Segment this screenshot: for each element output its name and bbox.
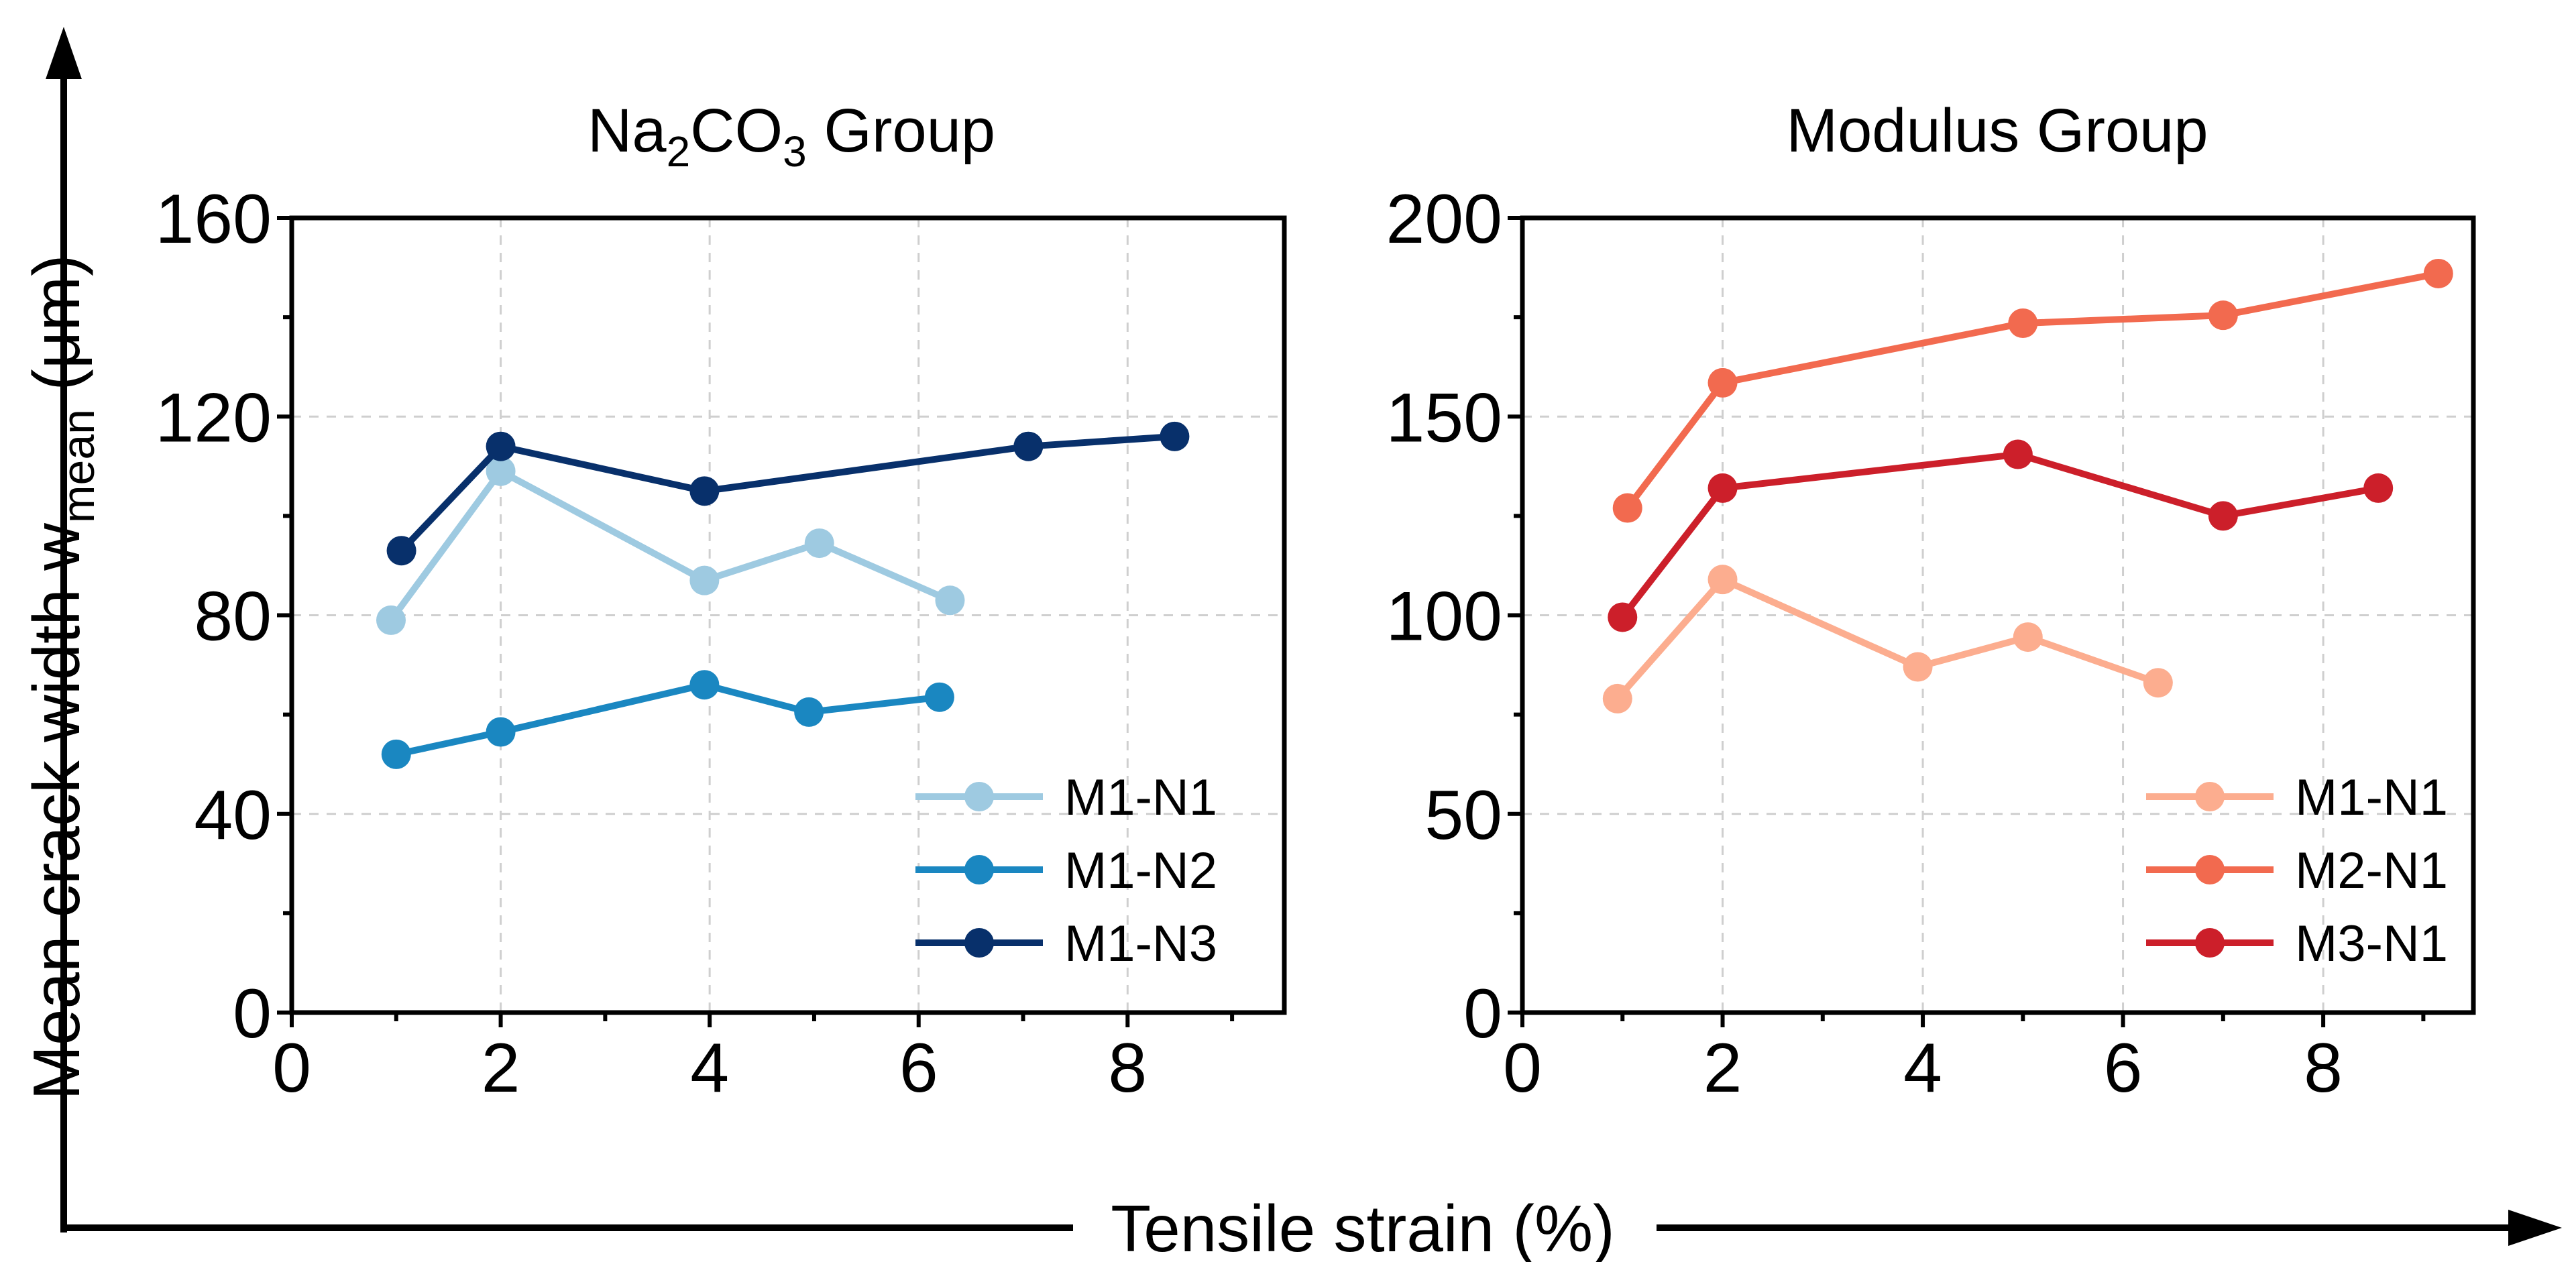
data-point-m3-n1 [2208,501,2238,531]
panel-modulus: Modulus Group 0 2 4 6 8 0 50 100 150 200 M1-N1 M2-… [1386,97,2476,1107]
y-tick-label: 100 [1386,578,1502,656]
data-point-m1-n2 [381,739,411,769]
x-tick-label: 0 [272,1029,311,1107]
legend-label: M1-N1 [1064,769,1217,826]
data-point-m1-n3 [1013,431,1044,461]
series-line-m1-n1 [388,467,952,622]
legend: M1-N1 M2-N1 M3-N1 [2146,769,2448,972]
series-layer [376,421,1190,769]
data-point-m1-n1 [1602,683,1632,713]
legend-marker [2195,855,2225,884]
series-line-m3-n1 [1620,451,2379,620]
x-tick-label: 2 [1703,1029,1742,1107]
y-tick-label: 160 [155,180,272,258]
data-point-m1-n1 [1707,565,1738,595]
data-point-m3-n1 [1707,473,1738,503]
data-point-m1-n1 [2143,668,2173,698]
series-line-m1-n2 [395,681,940,758]
data-point-m1-n2 [924,682,954,712]
data-point-m1-n3 [689,476,720,506]
data-point-m1-n2 [689,670,720,700]
y-tick-label: 50 [1424,777,1502,854]
x-tick-label: 8 [2304,1029,2343,1107]
data-point-m2-n1 [2208,300,2238,331]
y-tick-label: 150 [1386,379,1502,457]
tick-layer: 0 2 4 6 8 0 50 100 150 200 [1386,180,2426,1107]
x-arrowhead-icon [2508,1210,2562,1246]
data-point-m1-n2 [794,697,824,727]
y-tick-label: 40 [194,777,272,854]
data-point-m1-n1 [486,456,516,486]
data-point-m1-n1 [1903,652,1933,682]
legend-marker [2195,782,2225,811]
series-line-m1-n3 [398,433,1175,553]
x-tick-label: 0 [1503,1029,1542,1107]
series-line-m2-n1 [1624,270,2439,510]
x-tick-label: 4 [1903,1029,1942,1107]
legend-label: M1-N2 [1064,842,1217,899]
panel-title-modulus: Modulus Group [1787,97,2208,165]
data-point-m1-n1 [2013,622,2043,652]
panel-title-na2co3: Na2CO3 Group [587,97,995,176]
y-arrowhead-icon [46,27,82,79]
data-point-m3-n1 [2003,439,2033,469]
y-tick-label: 120 [155,379,272,457]
x-tick-label: 2 [482,1029,520,1107]
data-point-m1-n3 [386,536,416,566]
legend-label: M2-N1 [2295,842,2448,899]
data-point-m2-n1 [2008,308,2038,339]
x-tick-label: 6 [2104,1029,2143,1107]
data-point-m3-n1 [1608,602,1638,632]
grid-layer [292,218,1284,1013]
series-line-m1-n1 [1615,576,2160,701]
data-point-m2-n1 [2423,258,2453,288]
legend-label: M3-N1 [2295,915,2448,972]
data-point-m2-n1 [1707,367,1738,398]
legend-label: M1-N3 [1064,915,1217,972]
data-point-m2-n1 [1612,493,1642,523]
y-tick-label: 0 [1463,975,1502,1053]
data-point-m3-n1 [2363,473,2394,503]
data-point-m1-n1 [935,585,965,616]
y-axis-label: Mean crack width wmean (μm) [19,254,104,1100]
data-point-m1-n1 [376,605,406,635]
data-point-m1-n2 [486,717,516,747]
data-point-m1-n3 [1160,421,1190,451]
x-tick-label: 6 [899,1029,938,1107]
legend-marker [964,928,994,958]
legend-marker [964,855,994,884]
data-point-m1-n1 [804,528,834,559]
y-tick-label: 200 [1386,180,1502,258]
x-tick-label: 8 [1108,1029,1147,1107]
legend: M1-N1 M1-N2 M1-N3 [915,769,1217,972]
x-axis-label: Tensile strain (%) [1111,1192,1615,1262]
legend-marker [2195,928,2225,958]
x-tick-label: 4 [690,1029,729,1107]
data-point-m1-n1 [689,565,720,595]
data-point-m1-n3 [486,431,516,461]
grid-layer [1522,218,2473,1013]
y-tick-label: 0 [233,975,272,1053]
legend-marker [964,782,994,811]
series-layer [1602,258,2453,713]
y-tick-label: 80 [194,578,272,656]
legend-label: M1-N1 [2295,769,2448,826]
